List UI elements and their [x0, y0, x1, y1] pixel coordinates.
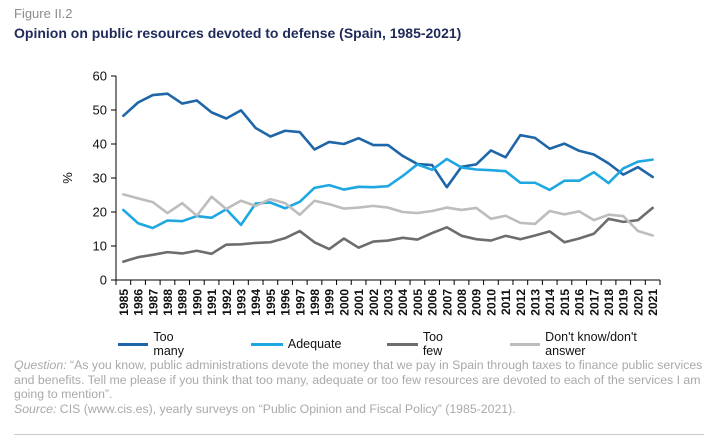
- x-tick-label: 2004: [396, 289, 410, 316]
- x-tick-label: 2003: [382, 289, 396, 316]
- x-tick-label: 1990: [190, 289, 204, 316]
- legend-label-dont-know: Don't know/don't answer: [545, 330, 637, 358]
- legend-swatch-adequate: [250, 342, 283, 346]
- y-tick-label: 50: [93, 103, 107, 118]
- x-tick-label: 1988: [161, 289, 175, 316]
- question-note: Question: “As you know, public administr…: [14, 358, 714, 402]
- y-tick-label: 60: [93, 69, 107, 84]
- x-tick-label: 2005: [411, 289, 425, 316]
- x-tick-label: 1998: [308, 289, 322, 316]
- x-tick-label: 1991: [205, 289, 219, 316]
- x-tick-label: 2007: [440, 289, 454, 316]
- legend-item-adequate: Adequate: [250, 330, 342, 358]
- x-tick-label: 2011: [499, 289, 513, 315]
- x-tick-label: 2015: [558, 289, 572, 316]
- legend-label-too-few: Too few: [422, 330, 443, 358]
- series-line-0: [122, 92, 654, 189]
- x-tick-label: 2009: [470, 289, 484, 316]
- x-tick-label: 2019: [617, 289, 631, 316]
- legend-item-too-few: Too few: [387, 330, 463, 358]
- figure-label: Figure II.2: [14, 6, 73, 21]
- legend-swatch-too-many: [118, 342, 149, 346]
- legend-label-adequate: Adequate: [287, 337, 342, 351]
- chart-legend: Too many Adequate Too few Don't know/don…: [118, 330, 720, 358]
- legend-item-too-many: Too many: [118, 330, 205, 358]
- source-note-text: CIS (www.cis.es), yearly surveys on “Pub…: [56, 402, 516, 416]
- x-tick-label: 2020: [631, 289, 645, 316]
- x-tick-label: 2012: [514, 289, 528, 316]
- y-tick-label: 10: [93, 239, 107, 254]
- x-tick-label: 2000: [337, 289, 351, 316]
- x-tick-label: 1993: [234, 289, 248, 316]
- legend-label-too-many: Too many: [153, 330, 184, 358]
- x-tick-label: 1994: [249, 289, 263, 316]
- bottom-divider: [14, 434, 704, 435]
- x-tick-label: 2002: [367, 289, 381, 316]
- source-note-lead: Source:: [14, 402, 57, 416]
- legend-swatch-too-few: [387, 342, 418, 346]
- x-tick-label: 2010: [484, 289, 498, 316]
- y-axis-title: %: [60, 172, 75, 184]
- x-tick-label: 1996: [279, 289, 293, 316]
- legend-item-dont-know: Don't know/don't answer: [509, 330, 674, 358]
- legend-swatch-dont-know: [509, 342, 541, 346]
- x-tick-label: 1999: [323, 289, 337, 316]
- x-tick-label: 2013: [529, 289, 543, 316]
- series-line-3: [122, 193, 654, 237]
- series-line-2: [122, 206, 654, 263]
- x-tick-label: 1986: [132, 289, 146, 316]
- y-tick-label: 0: [100, 273, 107, 288]
- y-tick-label: 20: [93, 205, 107, 220]
- question-note-lead: Question:: [14, 358, 67, 372]
- question-note-text: “As you know, public administrations dev…: [14, 358, 703, 401]
- x-tick-label: 2021: [646, 289, 660, 316]
- x-tick-label: 2006: [426, 289, 440, 316]
- x-tick-label: 1985: [117, 289, 131, 316]
- x-tick-label: 1992: [220, 289, 234, 316]
- x-tick-label: 1987: [146, 289, 160, 316]
- x-tick-label: 1995: [264, 289, 278, 316]
- x-tick-label: 2018: [602, 289, 616, 316]
- series-line-1: [122, 157, 654, 230]
- x-tick-label: 2001: [352, 289, 366, 316]
- y-tick-label: 40: [93, 137, 107, 152]
- x-tick-label: 2014: [543, 289, 557, 316]
- y-tick-label: 30: [93, 171, 107, 186]
- x-tick-label: 1997: [293, 289, 307, 316]
- x-tick-label: 1989: [176, 289, 190, 316]
- x-tick-label: 2008: [455, 289, 469, 316]
- figure-title: Opinion on public resources devoted to d…: [14, 25, 462, 41]
- x-tick-label: 2017: [587, 289, 601, 316]
- source-note: Source: CIS (www.cis.es), yearly surveys…: [14, 402, 714, 416]
- x-tick-label: 2016: [573, 289, 587, 316]
